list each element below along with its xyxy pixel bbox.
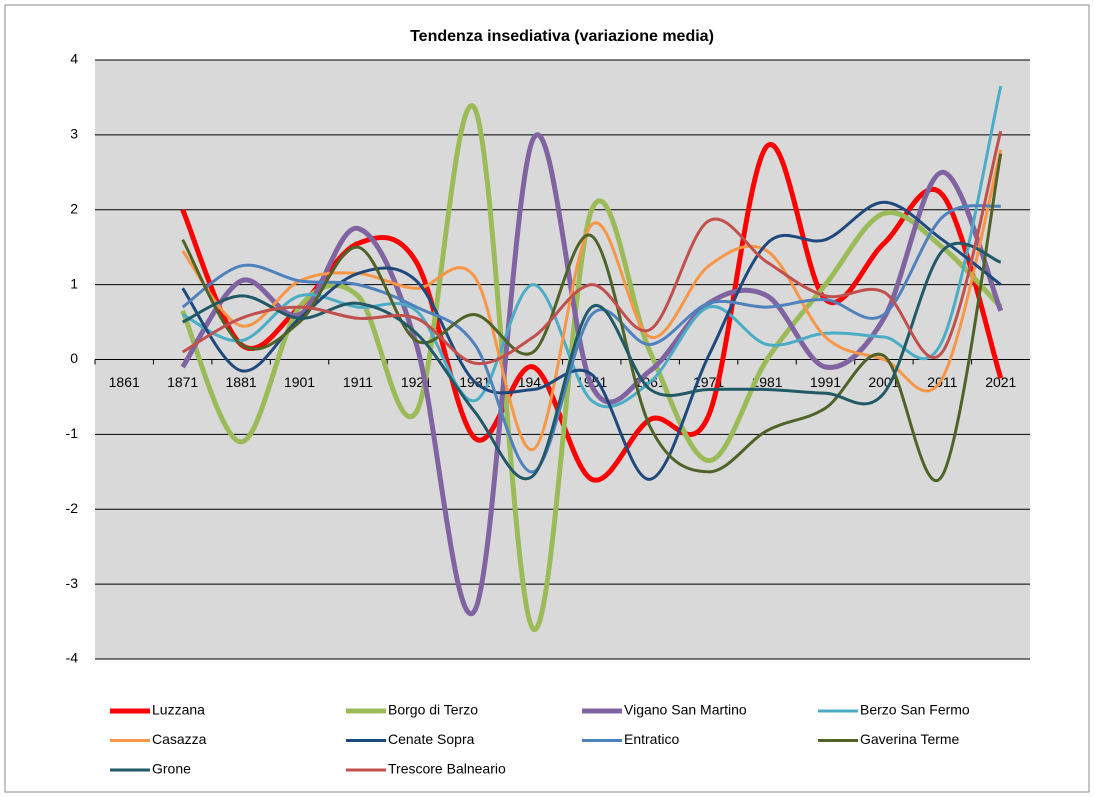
- y-tick-label: 0: [70, 350, 78, 366]
- y-tick-label: 2: [70, 200, 78, 216]
- y-tick-label: -1: [66, 425, 79, 441]
- series-line: [181, 85, 1003, 409]
- series-line: [181, 130, 1003, 366]
- y-tick-label: -2: [66, 500, 79, 516]
- x-tick-label: 1901: [284, 374, 315, 390]
- series-line: [181, 204, 1002, 474]
- series-line: [180, 132, 1004, 617]
- x-tick-label: 1881: [226, 374, 257, 390]
- x-tick-label: 1991: [810, 374, 841, 390]
- y-tick-label: -3: [66, 575, 79, 591]
- x-tick-label: 1861: [109, 374, 140, 390]
- y-tick-label: 4: [70, 51, 78, 67]
- legend-label: Luzzana: [152, 702, 205, 718]
- legend-label: Borgo di Terzo: [388, 702, 478, 718]
- legend-label: Casazza: [152, 731, 207, 747]
- chart-title: Tendenza insediativa (variazione media): [410, 28, 714, 45]
- legend-label: Berzo San Fermo: [860, 702, 970, 718]
- y-tick-label: 1: [70, 275, 78, 291]
- y-tick-label: -4: [66, 650, 79, 666]
- series-line: [181, 241, 1002, 481]
- legend-label: Trescore Balneario: [388, 761, 506, 777]
- legend-label: Grone: [152, 761, 191, 777]
- x-tick-label: 2021: [985, 374, 1016, 390]
- series-line: [181, 149, 1003, 451]
- y-tick-label: 3: [70, 126, 78, 142]
- x-tick-label: 1871: [167, 374, 198, 390]
- x-tick-label: 1911: [343, 374, 373, 390]
- series-line: [180, 141, 1004, 483]
- series-line: [181, 153, 1003, 482]
- legend-label: Entratico: [624, 731, 679, 747]
- legend-label: Cenate Sopra: [388, 731, 475, 747]
- legend-label: Gaverina Terme: [860, 731, 960, 747]
- legend-label: Vigano San Martino: [624, 702, 747, 718]
